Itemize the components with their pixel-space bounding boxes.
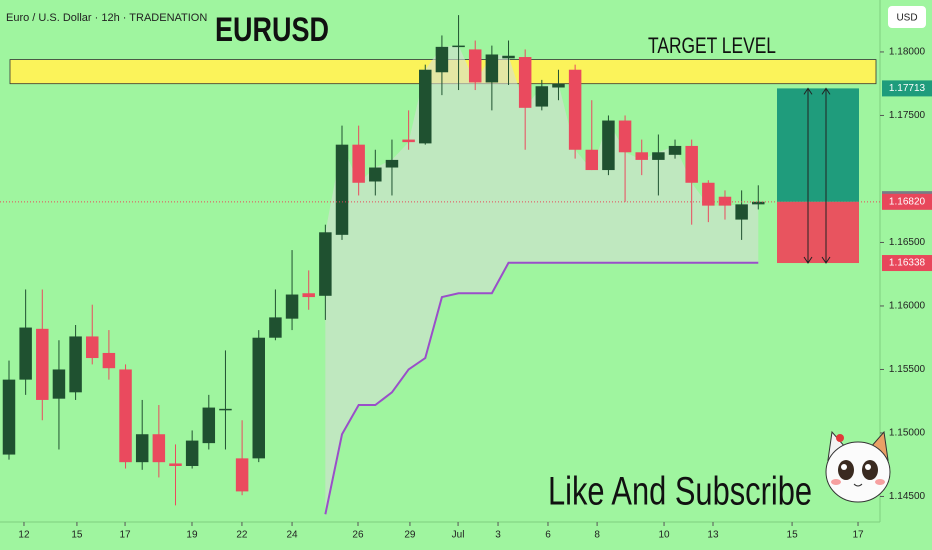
candle-body (335, 144, 349, 235)
candle-body (19, 327, 32, 380)
y-tick-label: 1.16500 (889, 237, 926, 248)
candle-body (135, 434, 149, 463)
candle-body (52, 369, 66, 399)
price-label-box (882, 80, 932, 97)
candle-body (685, 145, 698, 183)
x-tick-label: 8 (594, 530, 600, 541)
x-tick-label: 26 (352, 530, 364, 541)
candle-body (435, 46, 449, 73)
x-tick-label: 24 (286, 530, 298, 541)
x-tick-label: Jul (452, 530, 465, 541)
candle-body (718, 196, 732, 206)
x-tick-label: 15 (787, 530, 799, 541)
candle-body (302, 293, 315, 298)
candle-body (102, 352, 116, 369)
price-label: 1.17713 (889, 83, 926, 94)
cat-icon (825, 430, 891, 503)
candle-body (319, 232, 332, 296)
trail-line (324, 261, 759, 515)
x-tick-label: 12 (18, 530, 30, 541)
candle-body (635, 152, 648, 160)
price-label-box (882, 193, 932, 210)
annotation: TARGET LEVEL (648, 33, 776, 58)
candle-body (568, 69, 582, 150)
price-label: 1.16820 (889, 196, 926, 207)
candle-body (535, 86, 549, 107)
candle-body (585, 149, 599, 171)
candle-body (202, 407, 216, 444)
candle-body (668, 145, 682, 155)
currency[interactable]: USD (896, 13, 917, 24)
y-tick-label: 1.15000 (889, 428, 926, 439)
loss-zone (777, 201, 859, 264)
x-tick-label: 22 (236, 530, 248, 541)
x-tick-label: 19 (186, 530, 198, 541)
y-tick-label: 1.18000 (889, 47, 926, 58)
candle-body (485, 54, 499, 83)
candle-body (69, 336, 82, 393)
currency-box[interactable] (888, 6, 926, 28)
candle-body (2, 379, 16, 455)
candle-body (169, 463, 182, 466)
candle-body (235, 458, 249, 492)
x-tick-label: 29 (404, 530, 416, 541)
x-tick-label: 15 (71, 530, 83, 541)
candle-body (602, 120, 615, 171)
x-tick-label: 6 (545, 530, 551, 541)
candle-body (285, 294, 299, 319)
candle-body (552, 83, 565, 88)
candle-body (185, 440, 199, 466)
candle-body (36, 328, 49, 400)
plot: 1.14500 1.15000 1.15500 1.16000 1.16500 1.175… (0, 15, 926, 541)
x-tick-label: 17 (119, 530, 131, 541)
candle-body (86, 336, 99, 359)
candle-body (252, 337, 265, 459)
candle-body (452, 45, 465, 48)
y-tick-label: 1.17500 (889, 110, 926, 121)
price-label: 1.16338 (889, 258, 926, 269)
candle-body (119, 369, 132, 463)
price-label-box (882, 255, 932, 272)
candle-body (385, 159, 399, 168)
candle-body (618, 120, 632, 153)
x-tick-label: 17 (852, 530, 864, 541)
candle-body (269, 317, 282, 338)
candle-body (652, 152, 665, 160)
profit-zone (777, 88, 859, 202)
footer: Like And Subscribe (548, 470, 812, 514)
y-tick-label: 1.16000 (889, 301, 926, 312)
candle-body (369, 167, 382, 182)
candle-body (735, 204, 748, 220)
arrow-head (821, 87, 831, 264)
y-tick-label: 1.14500 (889, 491, 926, 502)
y-tick-label: 1.15500 (889, 364, 926, 375)
candle-body (752, 201, 765, 205)
x-tick-label: 13 (707, 530, 719, 541)
candle-body (402, 139, 415, 143)
candle-body (352, 144, 365, 183)
candle-body (152, 434, 166, 463)
candle-body (702, 182, 715, 206)
candle-body (502, 55, 515, 59)
chart-title: EURUSD (215, 11, 329, 49)
trail-area (325, 45, 759, 515)
candle-body (219, 408, 232, 411)
x-tick-label: 3 (495, 530, 501, 541)
candle-body (419, 69, 432, 144)
x-tick-label: 10 (658, 530, 670, 541)
arrow-head (803, 87, 813, 264)
candle-body (468, 49, 482, 83)
candle-body (518, 57, 532, 108)
header: Euro / U.S. Dollar · 12h · TRADENATION (6, 12, 207, 24)
